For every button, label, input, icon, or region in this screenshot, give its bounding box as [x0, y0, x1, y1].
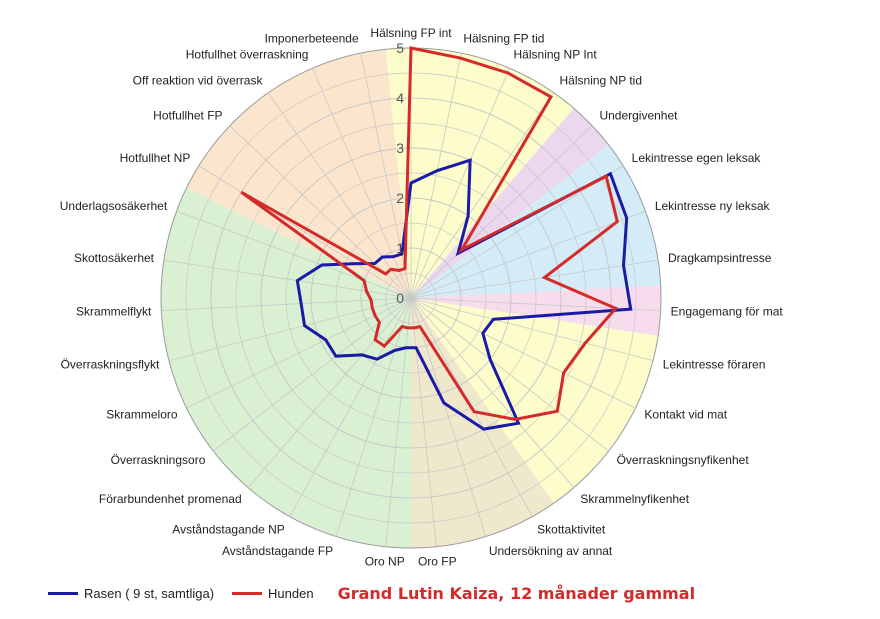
series-line-rasen [295, 158, 633, 431]
axis-label-23: Skrammelflykt [76, 304, 152, 318]
axis-label-9: Lekintresse föraren [663, 357, 766, 371]
grid-spoke-5 [410, 165, 624, 299]
axis-label-3: Hälsning NP tid [560, 74, 643, 88]
legend-label-rasen: Rasen ( 9 st, samtliga) [84, 585, 215, 601]
axis-label-27: Hotfullhet FP [153, 108, 222, 122]
grid-spoke-30 [360, 53, 412, 299]
background-sector-3 [411, 285, 662, 336]
axis-label-26: Hotfullhet NP [120, 151, 191, 165]
grid-spoke-21 [186, 297, 412, 409]
axis-label-18: Avståndstagande NP [172, 523, 285, 537]
tick-label-3: 3 [396, 140, 404, 156]
grid-spoke-16 [385, 297, 412, 547]
axis-label-13: Skottaktivitet [537, 523, 606, 537]
grid-spoke-7 [410, 259, 659, 299]
axis-label-17: Avståndstagande FP [222, 544, 333, 558]
tick-label-4: 4 [396, 90, 404, 106]
series-line-hunden [240, 46, 620, 421]
background-sector-4 [411, 298, 659, 504]
background-sector-2 [411, 144, 661, 298]
axis-label-8: Engagemang för mat [671, 304, 784, 318]
grid-spoke-26 [198, 165, 412, 299]
axis-label-14: Undersökning av annat [489, 544, 613, 558]
grid-spoke-1 [410, 53, 462, 299]
grid-spoke-12 [410, 297, 575, 488]
grid-spoke-19 [247, 297, 412, 488]
legend-swatch-hunden [232, 591, 263, 595]
grid-spoke-3 [410, 92, 555, 299]
axis-label-5: Lekintresse egen leksak [632, 151, 762, 165]
axis-label-15: Oro FP [418, 555, 457, 569]
grid-spoke-17 [335, 297, 412, 537]
axis-label-20: Överraskningsoro [111, 453, 206, 467]
axis-label-4: Undergivenhet [599, 108, 678, 122]
grid-spoke-27 [229, 125, 412, 299]
subtitle: Grand Lutin Kaiza, 12 månader gammal [337, 583, 696, 603]
axis-labels: Hälsning FP int Hälsning FP tid Hälsning N… [60, 26, 784, 569]
tick-label-5: 5 [396, 40, 404, 56]
grid-spoke-10 [410, 297, 636, 409]
legend: Rasen ( 9 st, samtliga) Hunden Grand Lut… [48, 582, 695, 604]
grid-spoke-28 [267, 92, 412, 299]
series-lines [240, 46, 633, 431]
legend-swatch-rasen [48, 591, 78, 595]
axis-label-28: Off reaktion vid överrask [133, 74, 264, 88]
legend-item-rasen: Rasen ( 9 st, samtliga) [48, 586, 214, 601]
axis-label-0: Hälsning FP int [370, 26, 452, 40]
axis-label-19: Förarbundenhet promenad [99, 492, 242, 506]
axis-label-1: Hälsning FP tid [463, 31, 544, 45]
grid-spoke-11 [410, 297, 609, 452]
grid-spoke-2 [410, 68, 510, 299]
grid-spoke-29 [312, 68, 412, 299]
legend-label-hunden: Hunden [268, 585, 314, 601]
grid-spoke-6 [410, 210, 646, 299]
background-sector-0 [385, 47, 574, 299]
axis-label-16: Oro NP [365, 555, 405, 569]
grid-spoke-4 [410, 125, 593, 299]
axis-label-21: Skrammeloro [106, 408, 178, 422]
grid-spoke-9 [410, 297, 654, 362]
tick-label-1: 1 [396, 240, 404, 256]
radial-ticks: 0 1 2 3 4 5 [396, 40, 404, 306]
tick-label-2: 2 [396, 190, 404, 206]
axis-label-24: Skottosäkerhet [74, 251, 155, 265]
axis-label-30: Imponerbeteende [265, 31, 359, 45]
axis-label-22: Överraskningsflykt [61, 357, 160, 371]
axis-label-6: Lekintresse ny leksak [655, 199, 771, 213]
grid-spoke-18 [289, 297, 412, 517]
axis-label-2: Hälsning NP Int [514, 47, 598, 61]
axis-label-10: Kontakt vid mat [644, 408, 727, 422]
grid-spoke-24 [163, 259, 412, 299]
background-sector-6 [161, 187, 411, 548]
background-sector-7 [186, 49, 411, 298]
axis-label-29: Hotfullhet överraskning [186, 47, 309, 61]
grid-spoke-15 [410, 297, 437, 547]
grid-spoke-23 [161, 297, 412, 312]
background-sectors [161, 47, 662, 548]
background-sector-5 [411, 298, 554, 548]
grid-spoke-22 [168, 297, 412, 362]
grid-spoke-25 [176, 210, 412, 299]
tick-label-0: 0 [396, 290, 404, 306]
legend-item-hunden: Hunden [232, 586, 314, 601]
axis-label-7: Dragkampsintresse [668, 251, 772, 265]
grid-spoke-14 [410, 297, 487, 537]
axis-label-25: Underlagsosäkerhet [60, 199, 168, 213]
axis-label-11: Överraskningsnyfikenhet [617, 453, 750, 467]
axis-label-12: Skrammelnyfikenhet [580, 492, 689, 506]
